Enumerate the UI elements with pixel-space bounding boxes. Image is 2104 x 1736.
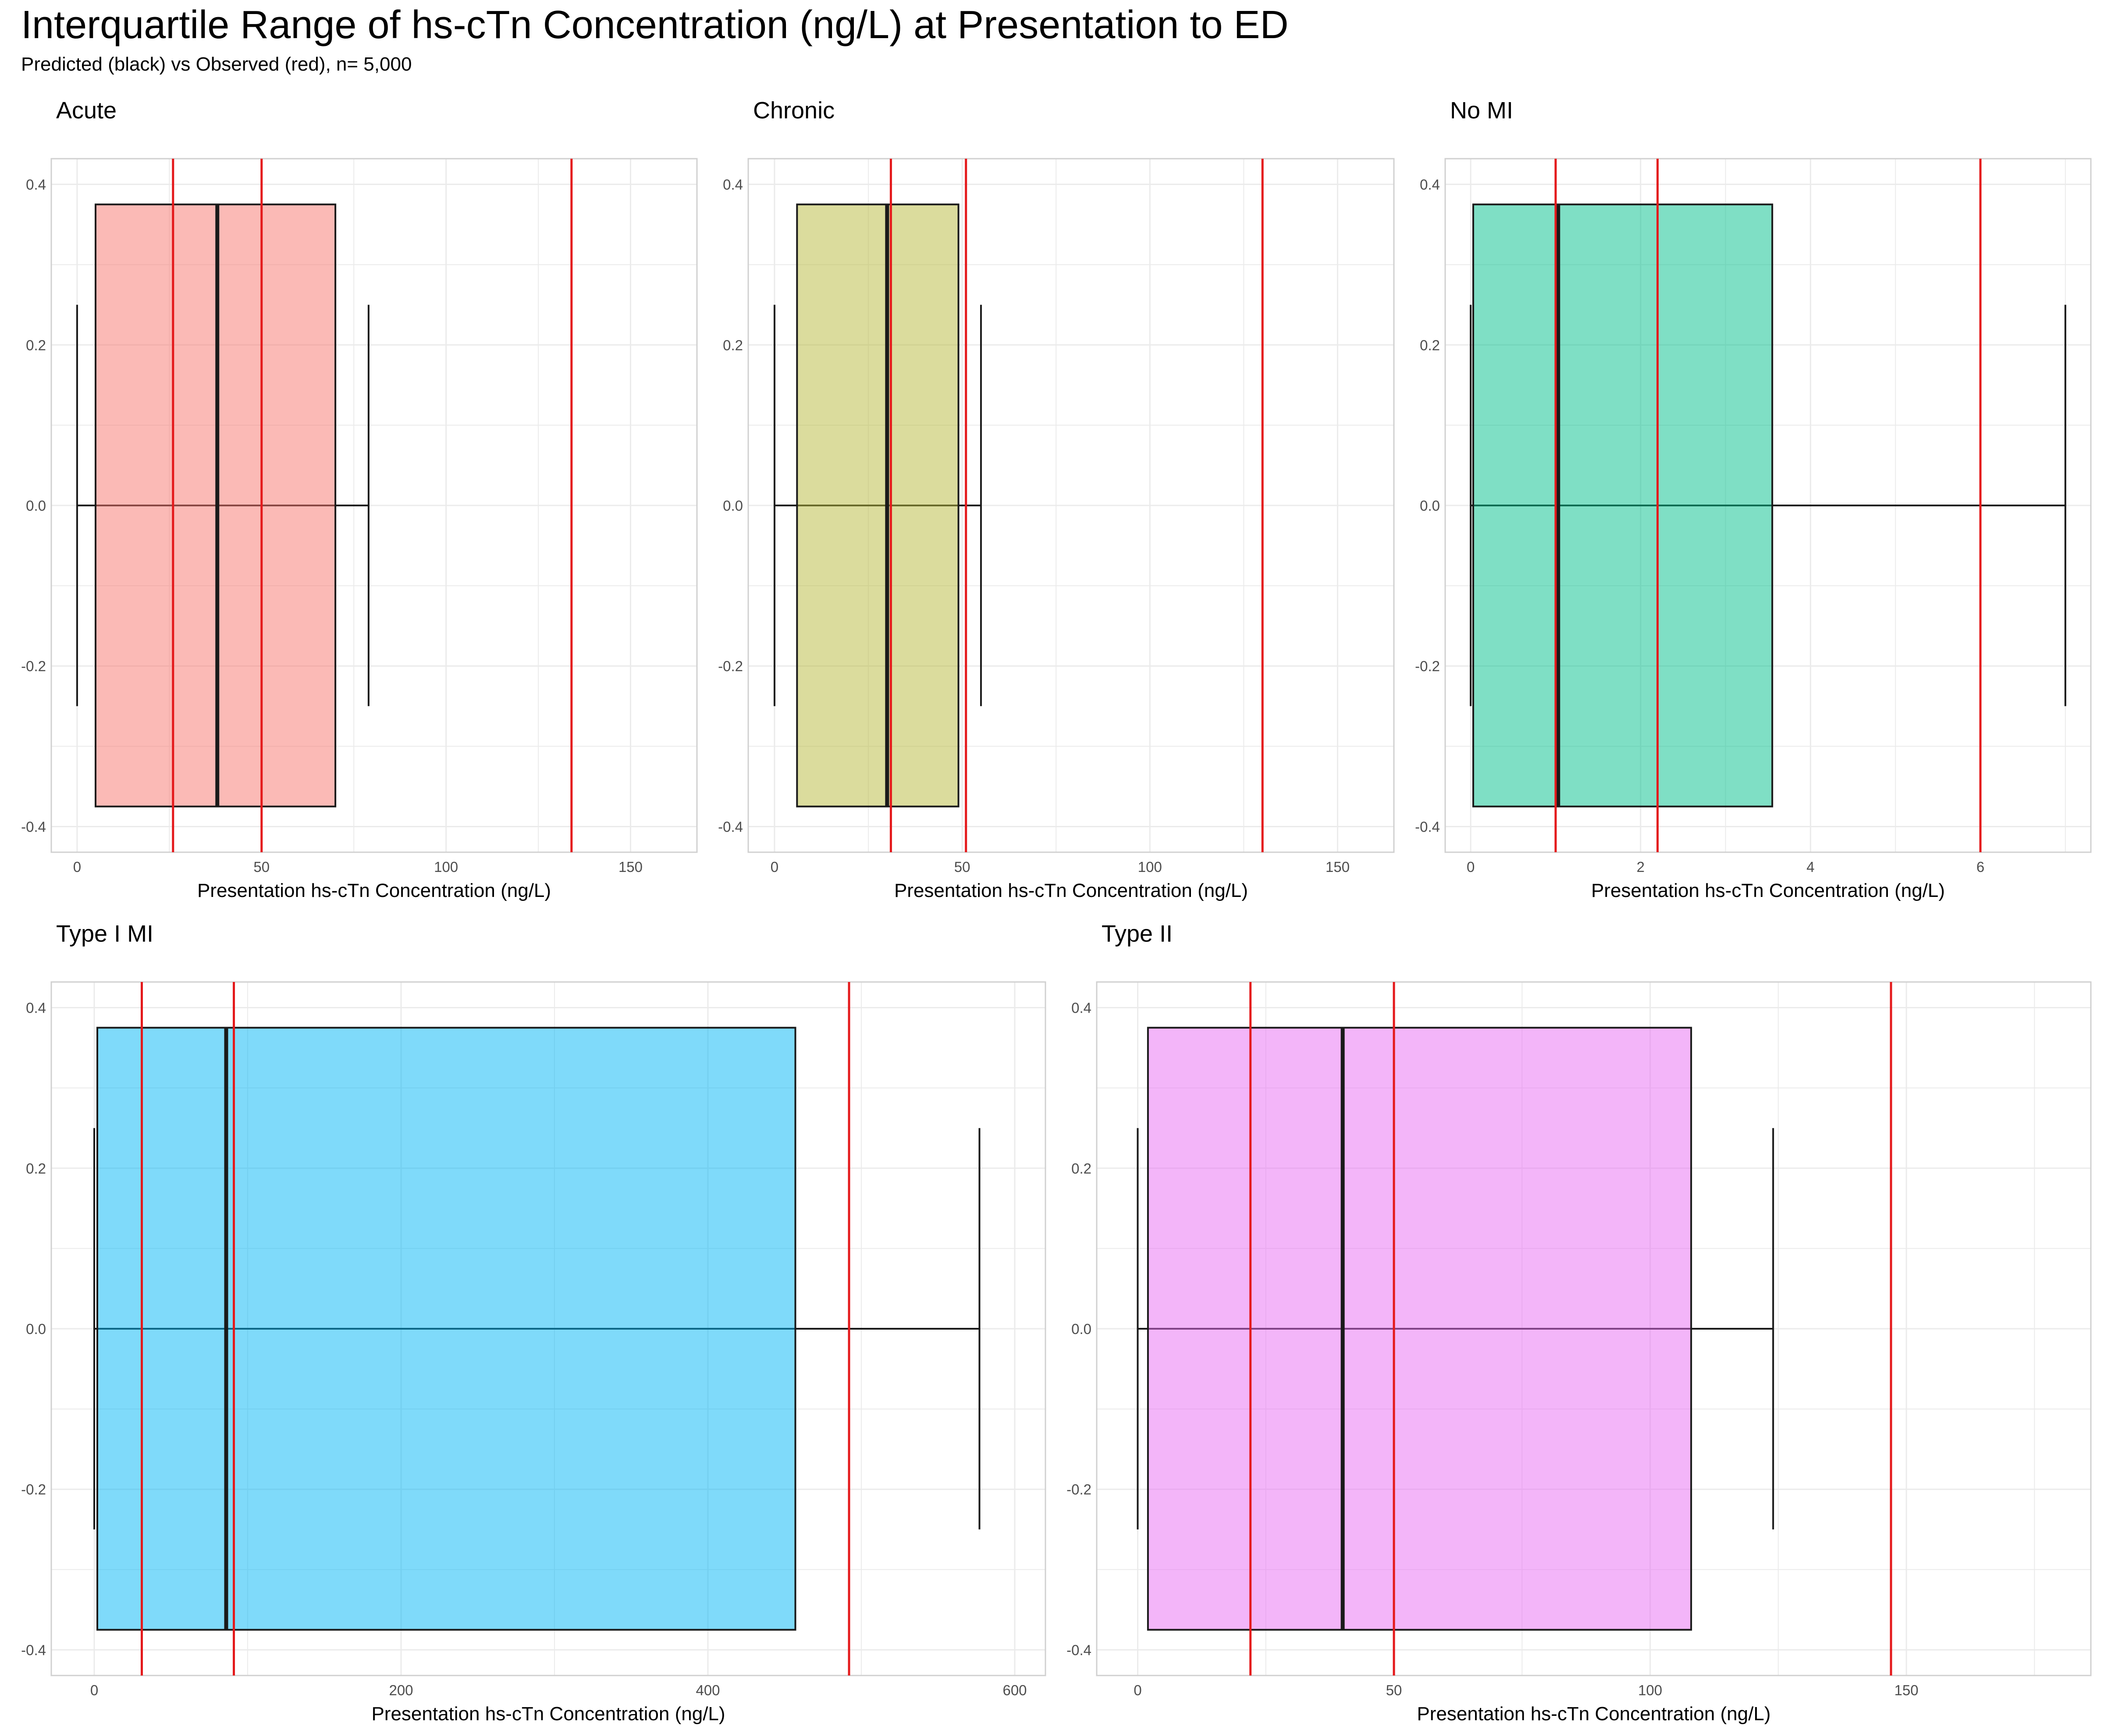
x-tick-label: 100 xyxy=(1138,859,1162,875)
y-tick-label: 0.2 xyxy=(1071,1160,1091,1177)
y-tick-label: -0.4 xyxy=(718,818,743,835)
x-tick-label: 100 xyxy=(1638,1682,1662,1698)
panel-title: Acute xyxy=(56,97,117,124)
x-axis-label: Presentation hs-cTn Concentration (ng/L) xyxy=(371,1703,725,1725)
y-tick-label: 0.0 xyxy=(26,498,46,514)
panel-title: No MI xyxy=(1450,97,1513,124)
panel-type-ii: Type II 0 50 100 150 0.4 0.2 0.0 -0.2 -0.4 Present… xyxy=(1066,921,2092,1725)
panel-acute: Acute 0 50 100 150 0.4 0.2 0.0 -0.2 -0.4 Presentat… xyxy=(21,97,698,901)
x-tick-label: 400 xyxy=(696,1682,720,1698)
y-tick-label: 0.2 xyxy=(26,1160,46,1177)
y-tick-label: -0.4 xyxy=(1415,818,1440,835)
y-tick-label: -0.4 xyxy=(1066,1642,1091,1658)
y-tick-label: 0.4 xyxy=(1420,177,1440,193)
y-tick-label: -0.2 xyxy=(1415,658,1440,674)
panel-border xyxy=(747,158,1395,853)
x-tick-label: 600 xyxy=(1002,1682,1027,1698)
y-tick-label: 0.0 xyxy=(723,498,743,514)
x-tick-label: 100 xyxy=(434,859,458,875)
x-axis-label: Presentation hs-cTn Concentration (ng/L) xyxy=(197,880,551,901)
x-tick-label: 150 xyxy=(1326,859,1350,875)
y-tick-label: 0.0 xyxy=(26,1321,46,1337)
panel-title: Type II xyxy=(1102,921,1173,947)
panel-border xyxy=(1096,981,2092,1676)
panel-title: Chronic xyxy=(753,97,835,124)
x-tick-label: 0 xyxy=(771,859,778,875)
panel-no-mi: No MI 0 2 4 6 0.4 0.2 0.0 -0.2 -0.4 Presentation h… xyxy=(1415,97,2092,901)
panel-title: Type I MI xyxy=(56,921,153,947)
chart-title: Interquartile Range of hs-cTn Concentrat… xyxy=(21,3,1289,47)
y-tick-label: -0.4 xyxy=(21,818,46,835)
panel-border xyxy=(50,981,1046,1676)
iqr-box xyxy=(1472,203,1773,808)
panel-border xyxy=(50,158,698,853)
x-tick-label: 50 xyxy=(1386,1682,1402,1698)
y-tick-label: -0.4 xyxy=(21,1642,46,1658)
y-tick-label: 0.0 xyxy=(1420,498,1440,514)
panel-type-i-mi: Type I MI 0 200 400 600 0.4 0.2 0.0 -0.2 -0.4 Pres… xyxy=(21,921,1046,1725)
chart-subtitle: Predicted (black) vs Observed (red), n= … xyxy=(21,53,412,75)
y-tick-label: 0.4 xyxy=(26,177,46,193)
iqr-box xyxy=(796,203,960,808)
x-tick-label: 0 xyxy=(1134,1682,1141,1698)
y-tick-label: 0.2 xyxy=(723,337,743,353)
x-tick-label: 0 xyxy=(73,859,81,875)
y-tick-label: 0.2 xyxy=(1420,337,1440,353)
y-tick-label: 0.4 xyxy=(723,177,743,193)
y-tick-label: -0.2 xyxy=(718,658,743,674)
x-tick-label: 0 xyxy=(1467,859,1475,875)
y-tick-label: 0.4 xyxy=(26,1000,46,1016)
x-axis-label: Presentation hs-cTn Concentration (ng/L) xyxy=(1591,880,1945,901)
y-tick-label: -0.2 xyxy=(21,1481,46,1498)
y-tick-label: 0.0 xyxy=(1071,1321,1091,1337)
iqr-box xyxy=(1147,1027,1692,1631)
x-tick-label: 6 xyxy=(1976,859,1984,875)
x-tick-label: 150 xyxy=(618,859,643,875)
x-axis-label: Presentation hs-cTn Concentration (ng/L) xyxy=(1417,1703,1770,1725)
x-tick-label: 50 xyxy=(954,859,970,875)
x-tick-label: 4 xyxy=(1806,859,1814,875)
x-tick-label: 200 xyxy=(389,1682,413,1698)
x-tick-label: 150 xyxy=(1894,1682,1919,1698)
y-tick-label: -0.2 xyxy=(21,658,46,674)
x-tick-label: 0 xyxy=(90,1682,98,1698)
x-axis-label: Presentation hs-cTn Concentration (ng/L) xyxy=(894,880,1248,901)
y-tick-label: -0.2 xyxy=(1066,1481,1091,1498)
y-tick-label: 0.2 xyxy=(26,337,46,353)
y-tick-label: 0.4 xyxy=(1071,1000,1091,1016)
x-tick-label: 50 xyxy=(253,859,270,875)
iqr-box xyxy=(96,1027,796,1631)
panel-chronic: Chronic 0 50 100 150 0.4 0.2 0.0 -0.2 -0.4 Present… xyxy=(718,97,1395,901)
x-tick-label: 2 xyxy=(1637,859,1645,875)
panel-border xyxy=(1444,158,2092,853)
